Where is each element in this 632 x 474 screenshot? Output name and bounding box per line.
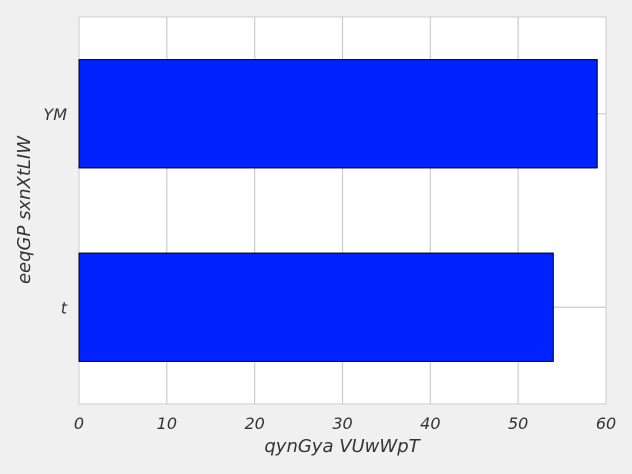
y-tick-labels: YM t: [43, 105, 67, 318]
bar-t: [78, 252, 554, 362]
x-tick-label: 50: [508, 414, 528, 433]
x-tick-label: 20: [244, 414, 264, 433]
bar-YM: [78, 59, 598, 169]
x-tick-label: 10: [157, 414, 177, 433]
x-tick-labels: 0 10 20 30 40 50 60: [74, 414, 616, 433]
bars: [78, 59, 598, 362]
x-tick-label: 40: [420, 414, 440, 433]
x-tick-label: 30: [332, 414, 352, 433]
y-tick-label: t: [61, 298, 68, 317]
x-axis-label: qynGya VUwWpT: [264, 436, 421, 457]
x-tick-label: 0: [74, 414, 84, 433]
x-tick-label: 60: [596, 414, 616, 433]
y-tick-label: YM: [43, 105, 67, 124]
y-axis-label: eeqGP sxnXtLIW: [14, 135, 35, 284]
